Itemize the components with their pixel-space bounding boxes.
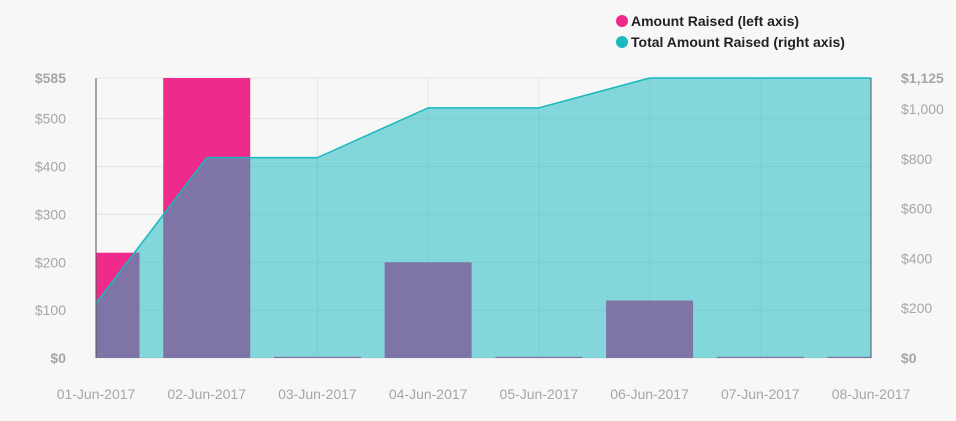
x-tick-label: 02-Jun-2017 — [167, 386, 246, 402]
legend-label-1: Total Amount Raised (right axis) — [631, 34, 845, 50]
y-left-tick-label: $585 — [35, 70, 66, 86]
area-point-06-Jun-2017 — [649, 77, 651, 79]
y-left-tick-label: $500 — [35, 111, 66, 127]
x-tick-label: 01-Jun-2017 — [57, 386, 136, 402]
legend-marker-0 — [616, 15, 628, 27]
area-series — [95, 77, 872, 358]
legend-label-0: Amount Raised (left axis) — [631, 13, 799, 29]
area-line — [95, 77, 871, 304]
area-fill — [96, 78, 871, 358]
y-left-tick-label: $200 — [35, 254, 66, 270]
x-tick-label: 03-Jun-2017 — [278, 386, 357, 402]
y-right-tick-label: $1,000 — [901, 101, 944, 117]
x-tick-label: 04-Jun-2017 — [389, 386, 468, 402]
legend-marker-1 — [616, 36, 628, 48]
y-left-tick-label: $0 — [50, 350, 66, 366]
area-point-04-Jun-2017 — [427, 107, 429, 109]
y-left-tick-label: $400 — [35, 159, 66, 175]
y-right-tick-label: $600 — [901, 201, 932, 217]
area-point-07-Jun-2017 — [759, 77, 761, 79]
area-point-03-Jun-2017 — [316, 157, 318, 159]
area-point-02-Jun-2017 — [206, 157, 208, 159]
axes: $0 $100 $200 $300 $400 $500 $585 $0 $200 $400 $600… — [35, 70, 944, 402]
x-tick-label: 06-Jun-2017 — [610, 386, 689, 402]
x-tick-label: 07-Jun-2017 — [721, 386, 800, 402]
y-right-tick-label: $0 — [901, 350, 917, 366]
y-right-tick-label: $400 — [901, 250, 932, 266]
x-tick-label: 05-Jun-2017 — [500, 386, 579, 402]
y-right-tick-label: $200 — [901, 300, 932, 316]
x-tick-label: 08-Jun-2017 — [832, 386, 911, 402]
y-left-tick-label: $300 — [35, 206, 66, 222]
area-point-05-Jun-2017 — [538, 107, 540, 109]
y-right-tick-label: $800 — [901, 151, 932, 167]
legend: Amount Raised (left axis) Total Amount Ra… — [616, 13, 845, 50]
y-left-tick-label: $100 — [35, 302, 66, 318]
y-right-tick-label: $1,125 — [901, 70, 944, 86]
